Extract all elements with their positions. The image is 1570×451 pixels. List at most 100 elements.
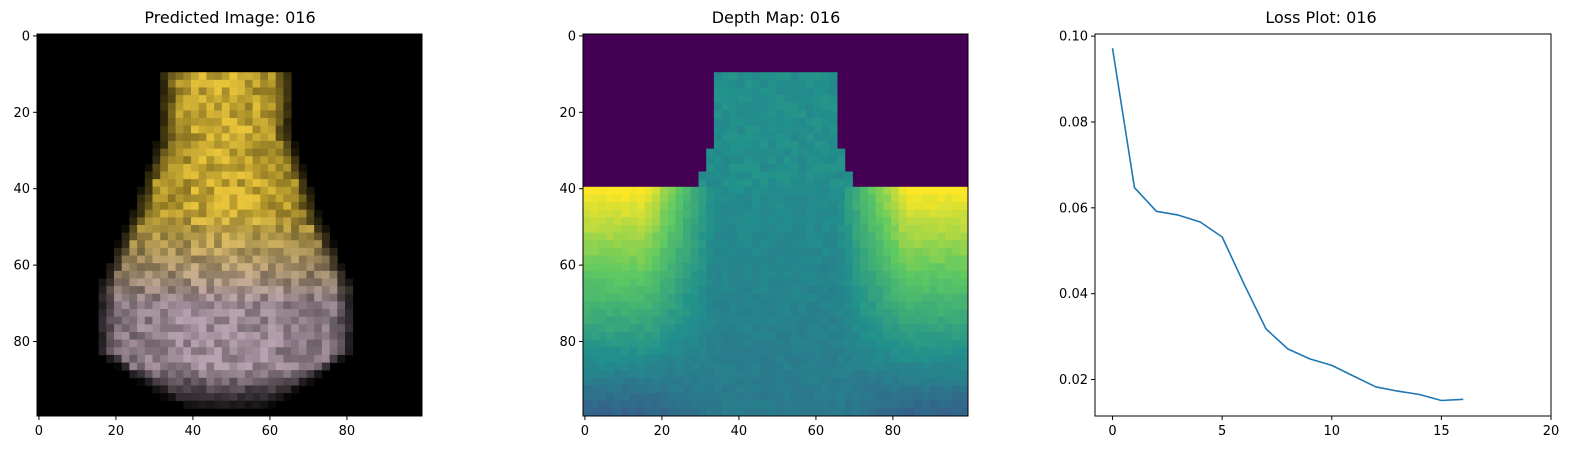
image-pixel <box>129 370 138 379</box>
depth-pixel <box>898 209 907 218</box>
image-pixel <box>175 393 184 402</box>
depth-pixel <box>683 270 692 279</box>
image-pixel <box>214 163 223 172</box>
depth-pixel <box>883 385 892 394</box>
depth-pixel <box>706 278 715 287</box>
depth-pixel <box>867 347 876 356</box>
depth-pixel <box>806 186 815 195</box>
depth-pixel <box>829 301 838 310</box>
image-pixel <box>283 163 292 172</box>
image-pixel <box>167 362 176 371</box>
image-pixel <box>167 354 176 363</box>
depth-pixel <box>698 316 707 325</box>
depth-pixel <box>775 293 784 302</box>
depth-pixel <box>737 148 746 157</box>
image-pixel <box>191 186 200 195</box>
depth-pixel <box>583 225 592 234</box>
depth-pixel <box>929 347 938 356</box>
image-pixel <box>183 225 192 234</box>
depth-pixel <box>737 87 746 96</box>
depth-pixel <box>660 324 669 333</box>
depth-pixel <box>683 255 692 264</box>
image-pixel <box>291 140 300 149</box>
depth-pixel <box>660 301 669 310</box>
depth-pixel <box>690 225 699 234</box>
image-pixel <box>183 331 192 340</box>
image-pixel <box>198 247 207 256</box>
depth-pixel <box>775 278 784 287</box>
image-pixel <box>214 347 223 356</box>
depth-pixel <box>798 400 807 409</box>
depth-pixel <box>606 309 615 318</box>
depth-pixel <box>883 362 892 371</box>
depth-pixel <box>667 278 676 287</box>
depth-pixel <box>790 110 799 119</box>
image-pixel <box>244 133 253 142</box>
depth-pixel <box>775 133 784 142</box>
image-pixel <box>221 324 230 333</box>
depth-pixel <box>721 225 730 234</box>
depth-pixel <box>860 247 869 256</box>
depth-pixel <box>814 148 823 157</box>
depth-pixel <box>590 202 599 211</box>
depth-pixel <box>583 309 592 318</box>
depth-pixel <box>729 316 738 325</box>
depth-pixel <box>937 400 946 409</box>
depth-pixel <box>613 316 622 325</box>
depth-pixel <box>898 202 907 211</box>
depth-pixel <box>606 247 615 256</box>
depth-pixel <box>621 339 630 348</box>
image-pixel <box>252 156 261 165</box>
depth-pixel <box>713 72 722 81</box>
depth-pixel <box>837 194 846 203</box>
image-pixel <box>221 171 230 180</box>
depth-pixel <box>790 163 799 172</box>
depth-pixel <box>729 393 738 402</box>
depth-pixel <box>914 247 923 256</box>
image-pixel <box>137 362 146 371</box>
depth-pixel <box>598 232 607 241</box>
depth-pixel <box>613 255 622 264</box>
depth-pixel <box>767 393 776 402</box>
depth-pixel <box>721 362 730 371</box>
depth-pixel <box>729 408 738 417</box>
depth-pixel <box>914 278 923 287</box>
depth-pixel <box>921 232 930 241</box>
image-pixel <box>206 324 215 333</box>
image-pixel <box>275 354 284 363</box>
depth-pixel <box>713 385 722 394</box>
image-pixel <box>175 133 184 142</box>
depth-pixel <box>875 408 884 417</box>
image-pixel <box>244 339 253 348</box>
image-pixel <box>144 225 153 234</box>
depth-pixel <box>752 263 761 272</box>
image-pixel <box>121 286 130 295</box>
image-pixel <box>314 263 323 272</box>
depth-pixel <box>660 354 669 363</box>
image-pixel <box>244 293 253 302</box>
image-pixel <box>152 331 161 340</box>
image-pixel <box>206 225 215 234</box>
depth-pixel <box>929 309 938 318</box>
image-pixel <box>221 133 230 142</box>
depth-pixel <box>621 255 630 264</box>
image-pixel <box>183 87 192 96</box>
y-tick-label: 60 <box>559 259 576 274</box>
depth-pixel <box>644 309 653 318</box>
image-pixel <box>244 278 253 287</box>
depth-pixel <box>814 316 823 325</box>
depth-pixel <box>937 186 946 195</box>
depth-pixel <box>914 209 923 218</box>
image-pixel <box>198 240 207 249</box>
depth-pixel <box>852 354 861 363</box>
image-pixel <box>152 263 161 272</box>
depth-pixel <box>598 339 607 348</box>
depth-pixel <box>606 209 615 218</box>
depth-pixel <box>744 225 753 234</box>
depth-pixel <box>690 255 699 264</box>
image-pixel <box>283 72 292 81</box>
depth-pixel <box>590 400 599 409</box>
image-pixel <box>244 240 253 249</box>
image-pixel <box>291 270 300 279</box>
image-pixel <box>252 79 261 88</box>
